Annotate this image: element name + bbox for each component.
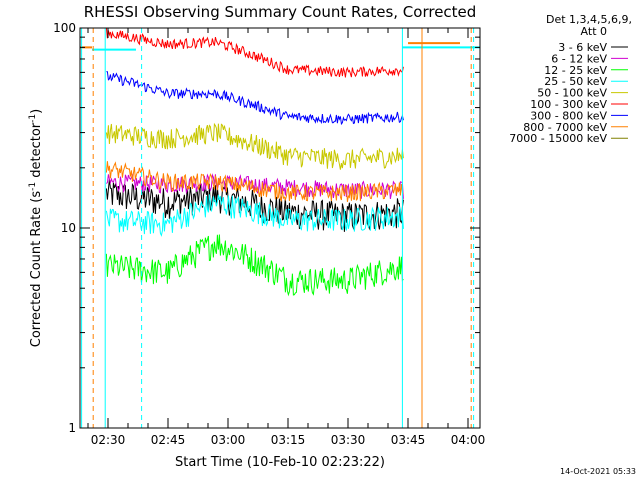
y-axis-label-mid: detector	[29, 122, 44, 182]
chart-title: RHESSI Observing Summary Count Rates, Co…	[84, 3, 477, 21]
generation-timestamp: 14-Oct-2021 05:33	[560, 467, 636, 476]
legend-header-line1: Det 1,3,4,5,6,9,	[546, 13, 632, 26]
series-line	[105, 27, 404, 78]
y-axis-label: Corrected Count Rate (s-1 detector-1)	[28, 109, 44, 347]
x-tick-label: 02:30	[91, 433, 126, 447]
legend-label: 12 - 25 keV	[544, 64, 607, 77]
legend-label: 800 - 7000 keV	[523, 121, 607, 134]
legend-label: 300 - 800 keV	[530, 109, 607, 122]
y-axis: 1 10 100	[53, 21, 480, 435]
y-tick-label: 10	[61, 221, 76, 235]
x-tick-label: 04:00	[451, 433, 486, 447]
x-tick-label: 03:30	[331, 433, 366, 447]
series-line	[106, 71, 404, 126]
y-axis-label-sup1: -1	[28, 182, 38, 191]
y-axis-label-sup2: -1	[28, 114, 38, 123]
x-tick-label: 03:45	[391, 433, 426, 447]
x-axis-label: Start Time (10-Feb-10 02:23:22)	[175, 455, 385, 470]
series-line	[105, 122, 404, 170]
plot-area: 1 10 100 02:30 02:45 03:00 03:15 03:30 03:45 04:…	[53, 21, 485, 447]
series-line	[105, 194, 404, 237]
marker-lines	[81, 28, 475, 428]
plot-frame	[79, 27, 481, 429]
legend-label: 50 - 100 keV	[537, 87, 607, 100]
x-tick-label: 03:00	[211, 433, 246, 447]
series-line	[105, 234, 404, 297]
legend-label: 100 - 300 keV	[530, 98, 607, 111]
series-line	[105, 161, 404, 202]
x-axis: 02:30 02:45 03:00 03:15 03:30 03:45 04:00	[87, 28, 486, 447]
y-axis-label-end: )	[29, 109, 44, 114]
legend-label: 7000 - 15000 keV	[509, 132, 607, 145]
legend-label: 25 - 50 keV	[544, 75, 607, 88]
y-tick-label: 100	[53, 21, 76, 35]
y-axis-label-main: Corrected Count Rate (s	[29, 191, 44, 348]
x-tick-label: 03:15	[271, 433, 306, 447]
legend-label: 6 - 12 keV	[551, 52, 607, 65]
legend-label: 3 - 6 keV	[558, 41, 607, 54]
y-tick-label: 1	[68, 421, 76, 435]
legend-header-line2: Att 0	[581, 25, 607, 38]
x-tick-label: 02:45	[151, 433, 186, 447]
series-layer	[80, 27, 480, 297]
